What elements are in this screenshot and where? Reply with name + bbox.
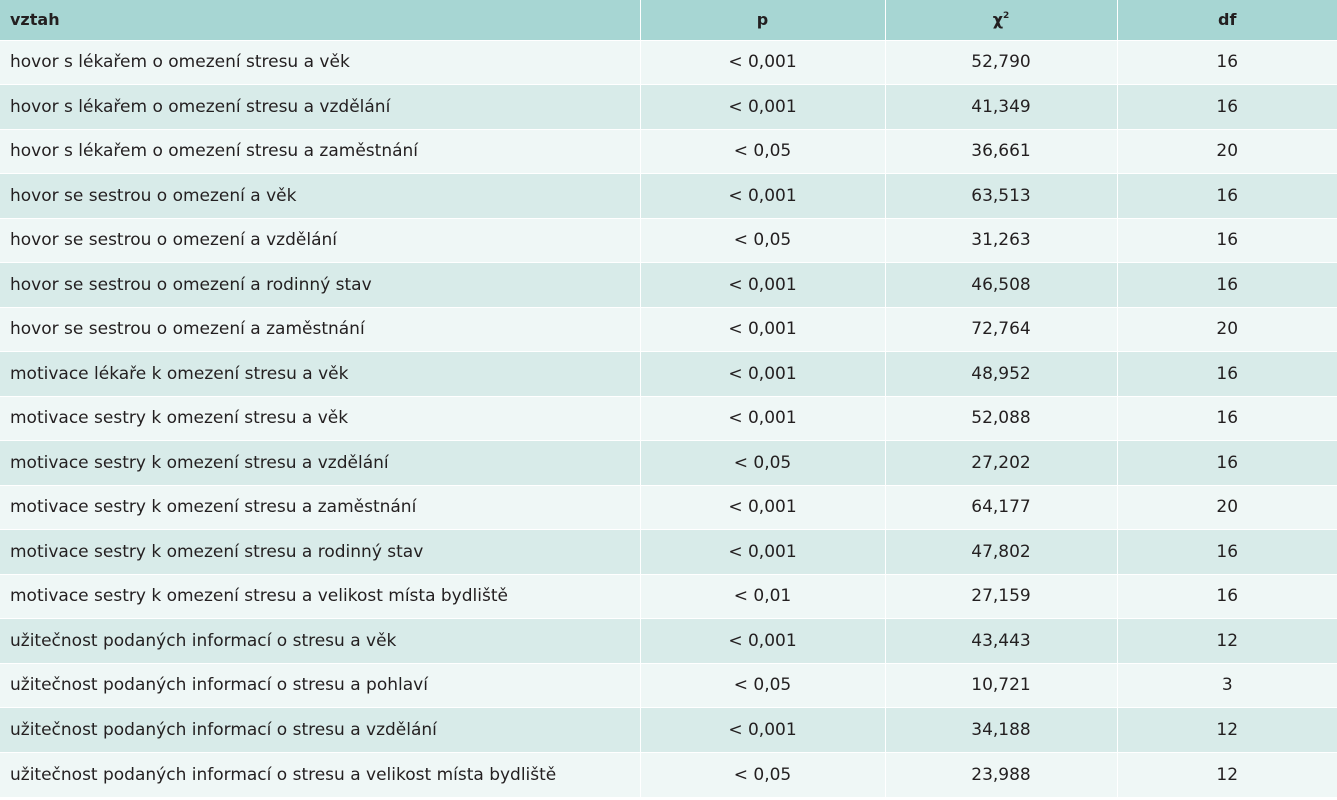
table-row: hovor s lékařem o omezení stresu a věk < … [0,39,1337,85]
cell-chi-square: 46,508 [885,262,1118,307]
cell-chi-square: 27,202 [885,440,1118,485]
table-row: hovor se sestrou o omezení a rodinný sta… [0,262,1337,307]
header-chi-square: χ2 [885,0,1118,40]
cell-df: 20 [1117,306,1337,352]
cell-relation: hovor se sestrou o omezení a zaměstnání [0,306,641,352]
cell-df: 20 [1117,484,1337,530]
cell-relation: motivace sestry k omezení stresu a věk [0,395,641,441]
cell-p: < 0,001 [640,484,886,530]
cell-chi-square: 34,188 [885,707,1118,752]
cell-relation: hovor se sestrou o omezení a vzdělání [0,217,641,263]
cell-df: 20 [1117,128,1337,174]
cell-chi-square: 52,790 [885,39,1118,85]
cell-p: < 0,01 [640,573,886,619]
cell-relation: motivace lékaře k omezení stresu a věk [0,351,641,396]
table-row: užitečnost podaných informací o stresu a… [0,618,1337,663]
cell-chi-square: 52,088 [885,395,1118,441]
cell-chi-square: 72,764 [885,306,1118,352]
cell-p: < 0,05 [640,751,886,797]
cell-p: < 0,001 [640,84,886,129]
header-p: p [640,0,886,40]
cell-relation: hovor s lékařem o omezení stresu a věk [0,39,641,85]
table-row: užitečnost podaných informací o stresu a… [0,751,1337,797]
cell-relation: užitečnost podaných informací o stresu a… [0,662,641,708]
cell-df: 3 [1117,662,1337,708]
header-row: vztah p χ2 df [0,0,1337,40]
cell-chi-square: 23,988 [885,751,1118,797]
table-row: hovor s lékařem o omezení stresu a zaměs… [0,128,1337,174]
cell-df: 12 [1117,751,1337,797]
cell-df: 16 [1117,529,1337,574]
cell-df: 12 [1117,707,1337,752]
cell-p: < 0,001 [640,39,886,85]
cell-p: < 0,001 [640,707,886,752]
table-row: motivace sestry k omezení stresu a velik… [0,573,1337,619]
cell-chi-square: 27,159 [885,573,1118,619]
cell-relation: užitečnost podaných informací o stresu a… [0,707,641,752]
table-row: hovor se sestrou o omezení a věk < 0,001 6… [0,173,1337,218]
header-chi-symbol: χ [992,10,1004,30]
header-relation: vztah [0,0,641,40]
cell-p: < 0,001 [640,173,886,218]
cell-p: < 0,05 [640,217,886,263]
cell-relation: motivace sestry k omezení stresu a vzděl… [0,440,641,485]
cell-df: 16 [1117,440,1337,485]
cell-relation: hovor se sestrou o omezení a rodinný sta… [0,262,641,307]
header-df: df [1218,10,1237,30]
cell-relation: motivace sestry k omezení stresu a rodin… [0,529,641,574]
table-row: motivace sestry k omezení stresu a rodin… [0,529,1337,574]
header-chi-superscript: 2 [1003,11,1010,22]
cell-df: 16 [1117,351,1337,396]
cell-df: 12 [1117,618,1337,663]
cell-df: 16 [1117,173,1337,218]
cell-chi-square: 48,952 [885,351,1118,396]
cell-relation: motivace sestry k omezení stresu a zaměs… [0,484,641,530]
cell-df: 16 [1117,39,1337,85]
cell-chi-square: 47,802 [885,529,1118,574]
cell-df: 16 [1117,84,1337,129]
table-row: motivace lékaře k omezení stresu a věk < … [0,351,1337,396]
cell-p: < 0,001 [640,618,886,663]
cell-relation: užitečnost podaných informací o stresu a… [0,618,641,663]
cell-chi-square: 36,661 [885,128,1118,174]
cell-df: 16 [1117,395,1337,441]
table-row: motivace sestry k omezení stresu a zaměs… [0,484,1337,530]
cell-p: < 0,001 [640,262,886,307]
table-row: užitečnost podaných informací o stresu a… [0,662,1337,708]
cell-chi-square: 63,513 [885,173,1118,218]
cell-chi-square: 41,349 [885,84,1118,129]
cell-p: < 0,001 [640,395,886,441]
cell-relation: hovor s lékařem o omezení stresu a vzděl… [0,84,641,129]
cell-p: < 0,001 [640,351,886,396]
cell-relation: užitečnost podaných informací o stresu a… [0,751,641,797]
cell-p: < 0,05 [640,440,886,485]
cell-chi-square: 10,721 [885,662,1118,708]
cell-df: 16 [1117,262,1337,307]
cell-relation: hovor se sestrou o omezení a věk [0,173,641,218]
cell-p: < 0,05 [640,662,886,708]
cell-p: < 0,05 [640,128,886,174]
table-row: motivace sestry k omezení stresu a věk < … [0,395,1337,441]
cell-df: 16 [1117,217,1337,263]
cell-relation: hovor s lékařem o omezení stresu a zaměs… [0,128,641,174]
cell-relation: motivace sestry k omezení stresu a velik… [0,573,641,619]
cell-chi-square: 64,177 [885,484,1118,530]
table-row: hovor s lékařem o omezení stresu a vzděl… [0,84,1337,129]
table-row: užitečnost podaných informací o stresu a… [0,707,1337,752]
cell-chi-square: 31,263 [885,217,1118,263]
table-row: motivace sestry k omezení stresu a vzděl… [0,440,1337,485]
cell-p: < 0,001 [640,529,886,574]
cell-df: 16 [1117,573,1337,619]
table-row: hovor se sestrou o omezení a vzdělání < 0… [0,217,1337,263]
cell-p: < 0,001 [640,306,886,352]
cell-chi-square: 43,443 [885,618,1118,663]
table-body: hovor s lékařem o omezení stresu a věk < … [0,39,1337,797]
table-row: hovor se sestrou o omezení a zaměstnání <… [0,306,1337,352]
table-header: vztah p χ2 df [0,0,1337,40]
